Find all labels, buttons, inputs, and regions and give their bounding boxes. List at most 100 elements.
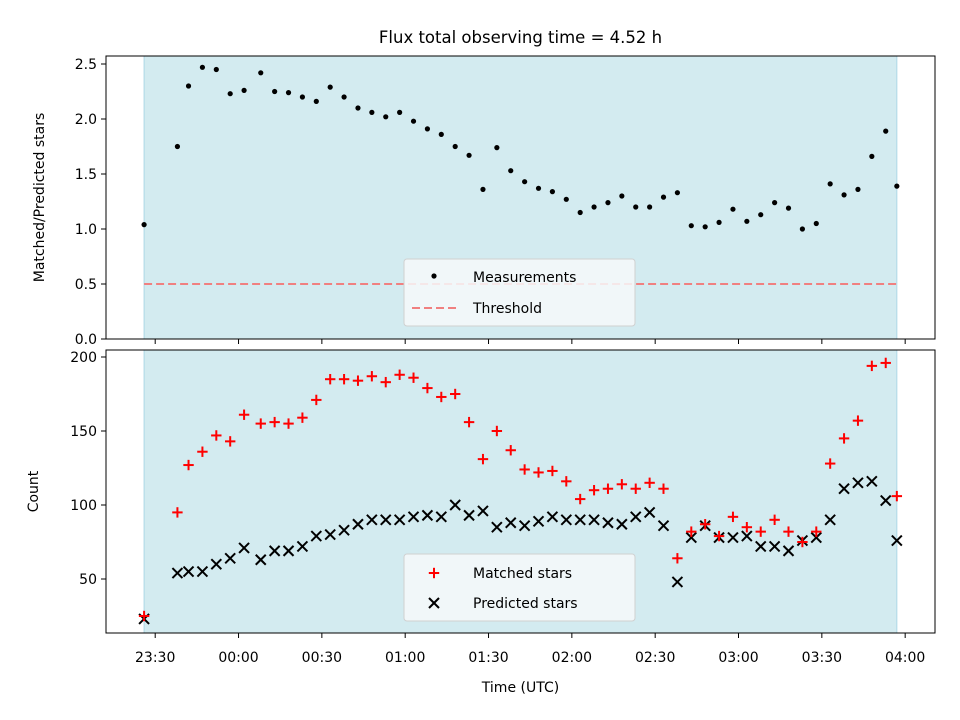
matched-star-point [436,391,447,403]
x-tick-label: 00:30 [302,650,342,666]
matched-star-point [366,371,378,382]
matched-star-point [449,388,461,400]
legend-marker-predicted [428,597,440,609]
measurement-point [199,64,206,70]
matched-star-point [352,375,364,386]
matched-star-point [519,464,530,475]
measurement-point [894,183,900,189]
ratio-panel: 0.0 0.5 1.0 1.5 2.0 2.5 Matched/Predicted sta… [32,55,936,348]
matched-star-point [463,416,475,428]
count-axes-frame [105,349,936,634]
measurement-point [424,126,431,132]
count-legend-box [403,553,636,622]
legend-marker-matched [428,567,440,579]
measurement-point [827,181,833,187]
predicted-star-point [574,514,586,526]
legend-label-threshold: Threshold [472,301,542,317]
predicted-star-point [282,545,295,557]
matched-star-point [755,526,766,537]
measurement-point [869,153,875,159]
predicted-star-point [171,567,184,579]
predicted-star-point [421,509,434,522]
matched-star-point [602,483,614,494]
matched-star-point [297,412,308,423]
matched-star-point [727,511,739,523]
matched-star-point [183,459,194,471]
predicted-star-point [560,514,573,526]
predicted-star-point [810,531,822,544]
matched-star-point [769,514,780,525]
predicted-star-point [324,528,336,541]
matched-star-point [891,490,903,502]
predicted-star-point [268,545,281,557]
x-tick-label: 03:00 [718,650,758,666]
predicted-stars-points [138,475,903,625]
matched-star-point [713,530,725,542]
count-y-axis-label: Count [26,470,42,512]
matched-star-point [824,458,836,469]
y-tick-label: 1.0 [75,222,97,238]
matched-star-point [741,522,753,533]
measurement-point [535,185,542,191]
measurement-point [369,109,375,115]
matched-star-point [783,526,794,537]
x-tick-label: 02:00 [552,650,592,666]
measurement-point [355,105,361,111]
predicted-star-point [852,477,864,489]
ratio-measurement-points [141,64,900,232]
matched-star-point [644,477,655,488]
matched-star-point [138,610,150,622]
matched-star-point [811,526,822,537]
count-x-ticks: 23:30 00:00 00:30 01:00 01:30 02:00 02:30 03:00… [135,633,925,666]
predicted-star-point [880,494,892,507]
matched-star-point [211,430,222,441]
measurement-point [716,219,722,225]
predicted-star-point [546,511,559,523]
matched-star-point [547,465,558,477]
matched-star-point [269,416,280,428]
predicted-star-point [182,565,195,578]
predicted-star-point [224,552,236,564]
predicted-star-point [477,505,489,517]
measurement-point [494,145,500,151]
measurement-point [452,143,458,150]
x-tick-label: 03:30 [802,650,842,666]
measurement-point [213,66,219,73]
x-axis-label: Time (UTC) [481,680,559,696]
x-tick-label: 04:00 [885,650,925,666]
measurement-point [241,87,247,93]
predicted-star-point [630,511,642,523]
predicted-star-point [380,514,392,526]
measurement-point [272,88,278,95]
matched-star-point [283,418,294,429]
measurement-point [299,94,306,100]
measurement-point [772,200,778,206]
ratio-x-ticks [154,339,906,344]
predicted-star-point [518,520,531,532]
predicted-star-point [768,540,781,553]
legend-plus-glyph [428,567,440,579]
ratio-y-axis-label: Matched/Predicted stars [32,113,48,283]
matched-star-point [588,485,600,496]
legend-label-matched: Matched stars [473,566,572,582]
matched-star-point [686,526,697,537]
measurement-point [758,212,764,218]
matched-star-point [238,409,250,420]
measurement-point [174,143,181,150]
predicted-star-point [891,534,903,547]
matched-star-point [491,425,503,437]
measurement-point [480,186,486,192]
measurement-point [258,70,264,76]
matched-star-point [311,394,322,406]
measurement-point [799,226,805,232]
matched-star-point [533,467,544,478]
x-tick-label: 00:00 [218,650,258,666]
predicted-star-point [366,514,378,526]
y-tick-label: 50 [79,572,97,588]
predicted-star-point [727,531,739,544]
y-tick-label: 100 [70,498,97,514]
matched-star-point [172,507,183,518]
count-legend: Matched stars Predicted stars [403,553,636,622]
matched-star-point [338,374,350,385]
